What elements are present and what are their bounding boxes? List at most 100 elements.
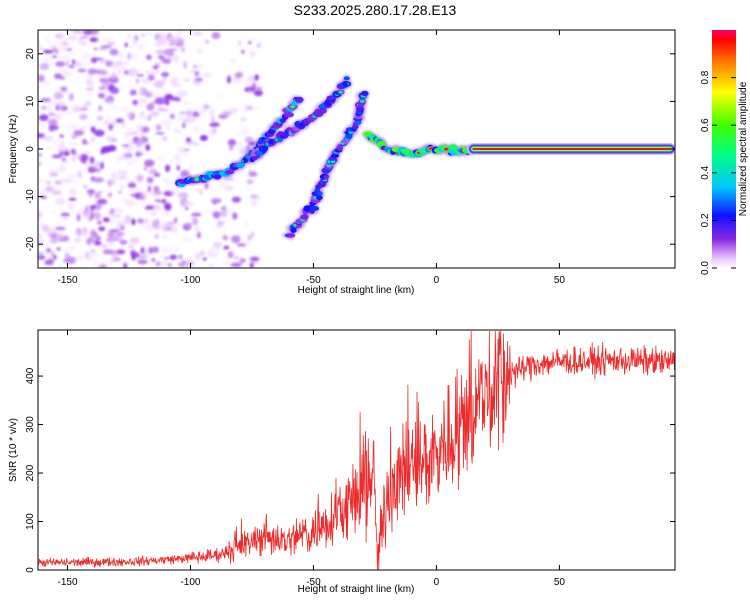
noise-blob (93, 161, 101, 168)
noise-blob (111, 214, 122, 218)
noise-blob (85, 121, 96, 126)
snr-panel: -150 -100 -50 0 50 0 100 200 300 400 Height of st… (8, 329, 676, 595)
noise-blob (71, 30, 82, 34)
noise-blob (66, 256, 77, 265)
noise-blob (182, 117, 192, 124)
noise-blob (116, 155, 124, 162)
snr-plot-area (38, 330, 675, 570)
noise-blob (61, 179, 73, 182)
noise-blob (86, 189, 96, 195)
noise-blob (195, 188, 205, 192)
noise-blob (155, 155, 166, 160)
noise-blob (121, 120, 126, 128)
noise-blob (157, 35, 167, 44)
noise-blob (205, 40, 210, 44)
noise-blob (181, 152, 188, 158)
noise-blob (126, 69, 137, 77)
noise-blob (91, 168, 101, 172)
noise-blob (74, 255, 84, 261)
noise-blob (58, 45, 69, 52)
noise-blob (147, 185, 152, 193)
noise-blob (168, 224, 179, 230)
noise-blob (249, 194, 259, 199)
noise-blob (172, 227, 178, 235)
noise-blob (96, 198, 108, 205)
noise-blob (48, 112, 55, 117)
noise-blob (154, 234, 159, 239)
noise-blob (118, 51, 123, 59)
noise-blob (244, 104, 248, 113)
noise-blob (104, 116, 112, 120)
noise-blob (230, 262, 242, 268)
noise-blob (53, 254, 57, 260)
noise-blob (194, 227, 200, 230)
noise-blob (211, 32, 221, 39)
noise-blob (152, 246, 159, 254)
noise-blob (108, 76, 119, 84)
noise-blob (208, 263, 214, 268)
noise-blob (127, 187, 135, 192)
noise-blob (122, 72, 127, 80)
noise-blob (54, 226, 66, 231)
noise-blob (244, 80, 252, 87)
noise-blob (98, 263, 108, 268)
noise-blob (50, 167, 60, 173)
noise-blob (38, 207, 48, 210)
noise-blob (181, 237, 193, 242)
noise-blob (109, 87, 120, 95)
noise-blob (79, 114, 88, 120)
trace-peak (330, 160, 336, 164)
noise-blob (102, 243, 107, 249)
noise-blob (90, 57, 98, 64)
noise-blob (164, 203, 172, 211)
x-tick-label: -150 (58, 275, 78, 286)
noise-blob (103, 120, 111, 125)
noise-blob (110, 172, 118, 180)
noise-blob (199, 134, 208, 142)
x-tick-label: -100 (180, 577, 200, 588)
noise-blob (121, 152, 131, 161)
noise-blob (43, 58, 51, 63)
noise-blob (253, 86, 263, 91)
noise-blob (137, 259, 148, 265)
noise-blob (140, 190, 147, 199)
noise-blob (43, 252, 53, 256)
noise-blob (209, 246, 218, 252)
noise-blob (128, 155, 139, 163)
noise-blob (246, 179, 254, 185)
noise-region (38, 30, 263, 268)
noise-blob (55, 48, 59, 55)
noise-blob (139, 43, 146, 48)
noise-blob (136, 140, 141, 148)
noise-blob (127, 182, 137, 189)
noise-blob (150, 219, 162, 225)
noise-blob (63, 54, 71, 62)
noise-blob (86, 75, 94, 78)
noise-blob (38, 252, 45, 255)
noise-blob (96, 115, 104, 121)
noise-blob (169, 254, 178, 260)
noise-blob (128, 53, 135, 57)
y-tick-label: 100 (25, 513, 36, 530)
trace-peak (194, 177, 200, 181)
noise-blob (53, 113, 59, 116)
noise-blob (40, 105, 48, 110)
noise-blob (227, 75, 232, 84)
noise-blob (124, 135, 129, 140)
colorbar-tick-label: 0.2 (700, 213, 711, 227)
noise-blob (183, 101, 193, 106)
noise-blob (93, 211, 101, 220)
noise-blob (107, 179, 112, 187)
x-tick-label: -100 (180, 275, 200, 286)
noise-blob (152, 65, 159, 70)
noise-blob (102, 217, 110, 223)
noise-blob (139, 33, 147, 37)
noise-blob (66, 48, 72, 51)
noise-blob (69, 123, 79, 131)
noise-blob (246, 105, 253, 110)
noise-blob (71, 59, 76, 65)
noise-blob (120, 198, 130, 202)
colorbar-tick-label: 0.6 (700, 118, 711, 132)
y-tick-label: 300 (25, 416, 36, 433)
